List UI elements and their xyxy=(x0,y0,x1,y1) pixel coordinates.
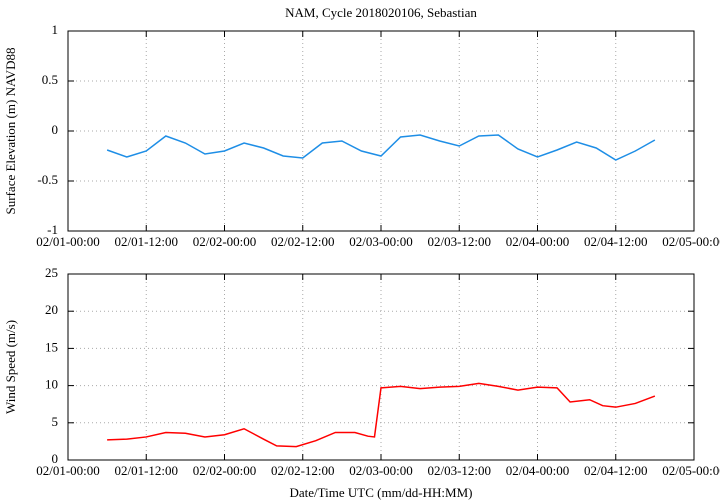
y-tick-label: 10 xyxy=(45,377,58,392)
y-axis-label: Wind Speed (m/s) xyxy=(3,320,18,414)
x-tick-label: 02/01-00:00 xyxy=(36,234,100,249)
x-tick-label: 02/03-00:00 xyxy=(349,234,413,249)
y-tick-label: 0 xyxy=(52,451,59,466)
x-tick-label: 02/04-12:00 xyxy=(584,463,648,478)
y-tick-label: 5 xyxy=(52,414,59,429)
y-tick-label: 20 xyxy=(45,302,58,317)
y-tick-label: -1 xyxy=(47,222,58,237)
x-tick-label: 02/02-00:00 xyxy=(193,234,257,249)
y-tick-label: 0.5 xyxy=(42,72,58,87)
x-tick-label: 02/01-12:00 xyxy=(114,234,178,249)
x-tick-label: 02/01-12:00 xyxy=(114,463,178,478)
x-tick-label: 02/05-00:00 xyxy=(662,463,720,478)
x-axis-label: Date/Time UTC (mm/dd-HH:MM) xyxy=(290,485,473,500)
x-tick-label: 02/02-00:00 xyxy=(193,463,257,478)
x-tick-label: 02/03-12:00 xyxy=(427,234,491,249)
x-tick-label: 02/04-00:00 xyxy=(506,463,570,478)
x-tick-label: 02/04-12:00 xyxy=(584,234,648,249)
plot-frame xyxy=(67,273,695,461)
x-tick-label: 02/03-12:00 xyxy=(427,463,491,478)
y-tick-label: 1 xyxy=(52,22,59,37)
x-tick-label: 02/02-12:00 xyxy=(271,234,335,249)
data-line xyxy=(107,382,656,448)
y-tick-label: 25 xyxy=(45,265,58,280)
x-tick-label: 02/02-12:00 xyxy=(271,463,335,478)
x-tick-label: 02/05-00:00 xyxy=(662,234,720,249)
y-tick-label: 0 xyxy=(52,122,59,137)
y-tick-label: -0.5 xyxy=(37,172,58,187)
x-tick-label: 02/01-00:00 xyxy=(36,463,100,478)
x-tick-label: 02/03-00:00 xyxy=(349,463,413,478)
plot-frame xyxy=(67,30,695,232)
x-tick-label: 02/04-00:00 xyxy=(506,234,570,249)
chart-title: NAM, Cycle 2018020106, Sebastian xyxy=(285,5,477,20)
y-axis-label: Surface Elevation (m) NAVD88 xyxy=(3,48,18,215)
data-line xyxy=(106,134,656,161)
y-tick-label: 15 xyxy=(45,339,58,354)
